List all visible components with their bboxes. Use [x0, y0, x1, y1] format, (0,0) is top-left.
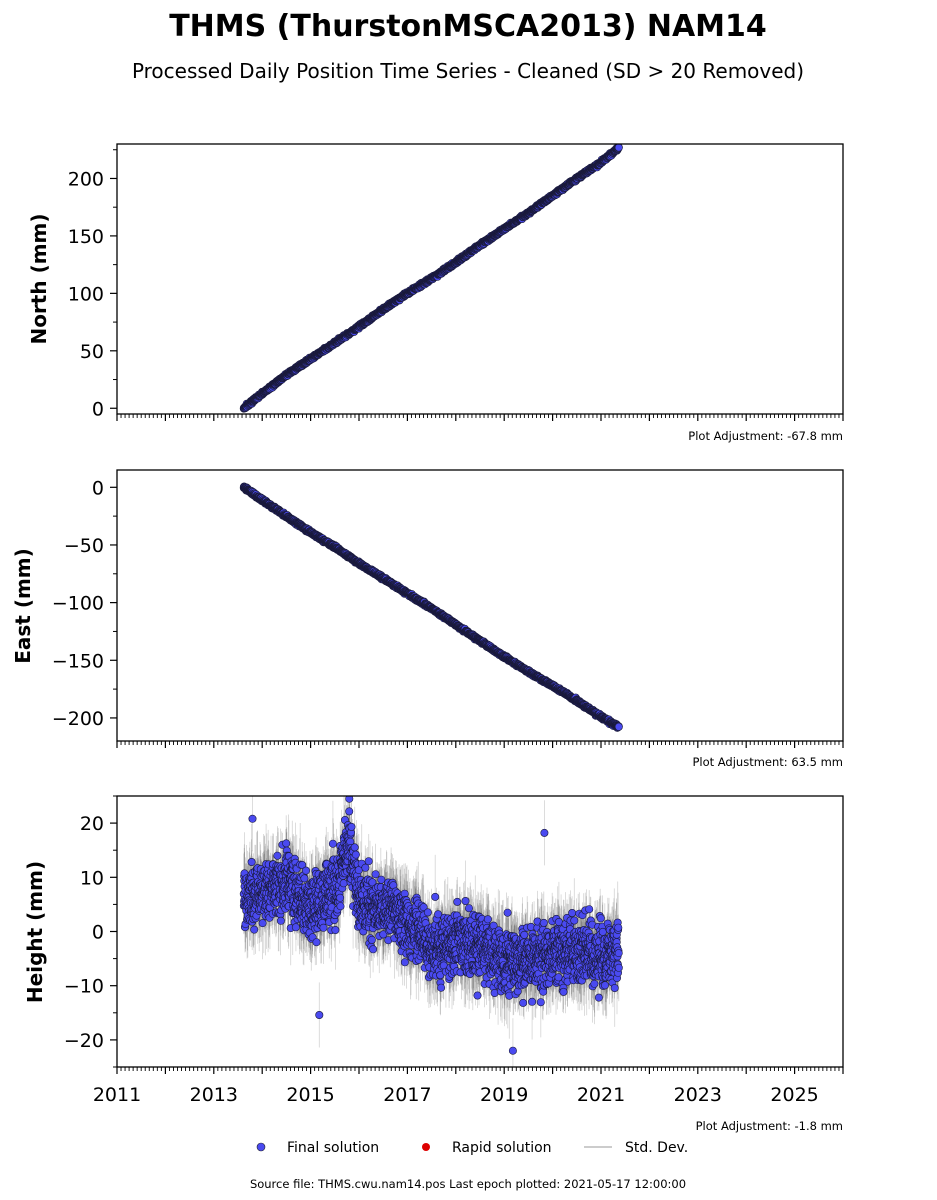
chart-title: THMS (ThurstonMSCA2013) NAM14 — [169, 9, 767, 44]
north-plot-area — [239, 144, 623, 413]
chart-subtitle: Processed Daily Position Time Series - C… — [132, 59, 804, 83]
north-points — [239, 144, 623, 413]
